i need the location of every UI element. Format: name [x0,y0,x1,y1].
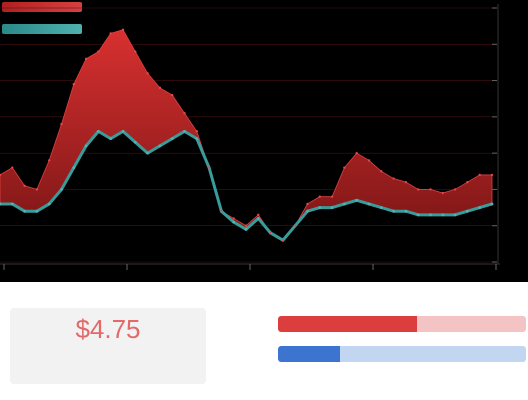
teal-data-point [429,213,432,217]
red-data-point [330,195,334,198]
red-data-point [84,57,88,60]
red-data-point [48,159,51,162]
red-data-point [269,231,272,235]
red-data-point [72,83,76,86]
teal-data-point [23,209,26,213]
teal-data-point [355,198,359,202]
red-data-point [306,202,309,206]
teal-data-point [318,206,322,209]
blue-progress-bar [278,346,526,362]
red-data-point [318,195,321,198]
teal-data-point [453,213,457,217]
red-data-point [11,166,14,169]
red-data-point [232,217,235,220]
main-price-value: $4.75 [75,314,141,344]
red-data-point [23,184,26,187]
red-data-point [367,159,371,162]
teal-data-point [60,188,63,191]
teal-data-point [158,144,162,148]
red-data-point [417,188,420,191]
red-data-point [294,224,297,227]
teal-data-point [133,140,137,144]
red-data-point [441,191,444,195]
red-data-point [429,188,432,191]
legend-teal-series[interactable] [2,24,82,34]
red-data-point [281,239,285,242]
teal-data-point [343,202,346,206]
red-data-point [392,177,395,180]
teal-data-point [330,206,334,209]
stats-card: $4.75 [10,308,206,384]
red-data-point [60,122,63,126]
red-data-point [97,50,100,53]
red-data-point [0,173,2,177]
red-data-point [466,180,469,184]
teal-data-point [256,217,260,220]
red-progress-bar [278,316,526,332]
teal-data-point [109,137,113,141]
teal-data-point [379,206,383,209]
teal-data-point [466,209,469,213]
red-data-point [35,188,39,191]
teal-data-point [195,137,199,141]
red-data-point [380,170,383,173]
price-chart[interactable] [0,0,528,282]
legend-red-series[interactable] [2,2,82,12]
red-data-point [257,213,260,217]
teal-data-point [392,209,395,213]
red-data-point [158,86,162,90]
red-data-point [244,224,248,227]
teal-data-point [72,166,76,170]
red-data-point [183,112,186,115]
teal-data-point [47,202,51,206]
teal-data-point [183,129,186,133]
teal-data-point [306,209,309,213]
red-data-point [490,173,494,177]
red-data-point [220,210,223,213]
teal-data-point [441,213,445,217]
teal-data-point [97,129,100,133]
blue-progress-fill [278,346,340,362]
teal-data-point [121,129,125,133]
red-data-point [195,130,198,133]
teal-data-point [0,202,2,206]
red-data-point [121,28,125,31]
teal-data-point [478,206,482,209]
red-data-point [109,32,112,35]
red-data-point [343,166,346,169]
teal-data-point [416,213,420,217]
red-data-point [478,173,481,177]
red-data-point [355,151,358,155]
teal-data-point [404,209,408,213]
red-data-point [453,188,457,191]
teal-data-point [367,202,371,206]
teal-data-point [10,202,14,206]
teal-data-point [232,220,236,224]
red-data-point [207,166,211,169]
chart-svg [0,4,500,270]
red-series-area [0,29,493,241]
teal-data-point [170,137,174,141]
red-progress-fill [278,316,417,332]
teal-data-point [84,144,88,148]
red-data-point [404,180,408,184]
teal-data-point [244,227,248,231]
red-data-point [134,50,137,53]
teal-data-point [146,151,150,155]
red-data-point [171,93,174,97]
red-data-point [146,72,149,75]
teal-data-point [35,209,39,213]
teal-data-point [490,202,494,206]
